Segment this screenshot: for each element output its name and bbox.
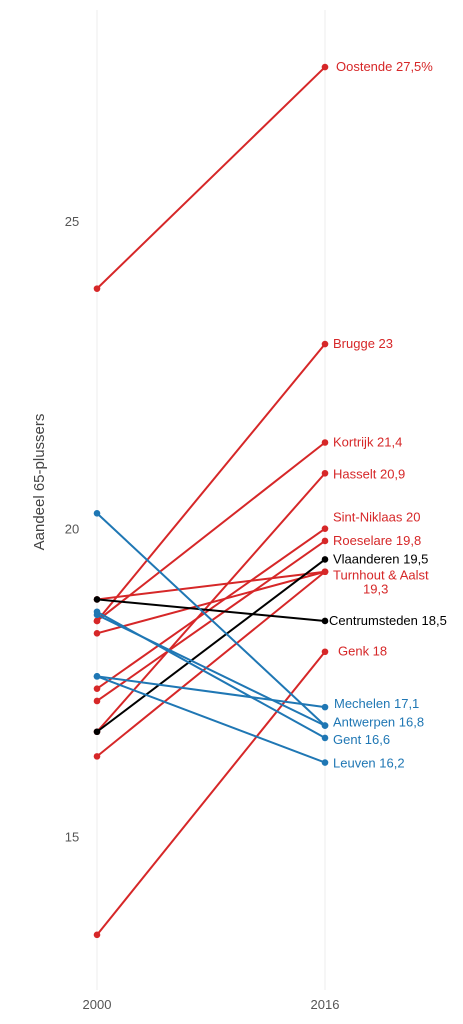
point-2000 <box>93 617 101 625</box>
point-2016 <box>321 469 329 477</box>
point-2016 <box>321 525 329 532</box>
point-2000 <box>93 931 101 939</box>
series-line <box>96 610 326 739</box>
y-tick-label: 15 <box>65 829 79 844</box>
series-label: Leuven 16,2 <box>333 756 405 771</box>
point-2000 <box>93 673 101 680</box>
series-line <box>96 66 326 290</box>
series-label: Gent 16,6 <box>333 732 390 747</box>
point-2016 <box>321 648 329 656</box>
x-tick-label: 2000 <box>83 997 112 1012</box>
point-2016 <box>321 722 329 729</box>
series-line <box>96 540 326 702</box>
series-label: Kortrijk 21,4 <box>333 434 402 449</box>
series-line <box>96 512 326 727</box>
series-label: Mechelen 17,1 <box>334 696 419 711</box>
series-label: Roeselare 19,8 <box>333 533 421 548</box>
series-label: Genk 18 <box>338 644 387 659</box>
series-line <box>96 675 326 709</box>
x-tick-label: 2016 <box>311 997 340 1012</box>
series-line <box>96 441 326 622</box>
series-label: Vlaanderen 19,5 <box>333 551 428 566</box>
point-2016 <box>321 556 329 563</box>
series-label: Sint-Niklaas 20 <box>333 510 420 525</box>
series-line <box>96 570 326 601</box>
point-2016 <box>321 703 329 711</box>
point-2000 <box>93 596 101 603</box>
series-line <box>96 651 326 936</box>
series-line <box>96 675 326 764</box>
y-tick-label: 25 <box>65 214 79 229</box>
point-2016 <box>321 759 329 766</box>
series-label: Antwerpen 16,8 <box>333 715 424 730</box>
point-2016 <box>321 537 329 545</box>
series-label: Brugge 23 <box>333 336 393 351</box>
series-label: Hasselt 20,9 <box>333 466 405 481</box>
series-line <box>96 527 326 690</box>
y-axis-title: Aandeel 65-plussers <box>31 414 48 551</box>
point-2016 <box>321 439 329 446</box>
series-line <box>96 570 326 635</box>
series-line <box>96 343 326 622</box>
series-label-value: 19,3 <box>363 582 388 597</box>
y-tick-label: 20 <box>65 522 79 537</box>
point-2016 <box>321 568 329 576</box>
series-line <box>96 558 326 733</box>
series-label: Turnhout & Aalst <box>333 568 429 583</box>
point-2016 <box>321 63 329 71</box>
point-2016 <box>321 734 329 742</box>
point-2000 <box>93 685 101 692</box>
point-2016 <box>321 617 329 625</box>
point-2016 <box>321 340 329 348</box>
series-line <box>96 570 326 758</box>
point-2000 <box>93 697 101 705</box>
series-label: Centrumsteden 18,5 <box>329 613 447 628</box>
point-2000 <box>93 629 101 637</box>
point-2000 <box>93 728 101 736</box>
point-2000 <box>93 608 101 616</box>
point-2000 <box>93 509 101 517</box>
series-line <box>96 598 326 622</box>
point-2000 <box>93 285 101 292</box>
series-label: Oostende 27,5% <box>336 59 433 74</box>
point-2000 <box>93 753 101 760</box>
